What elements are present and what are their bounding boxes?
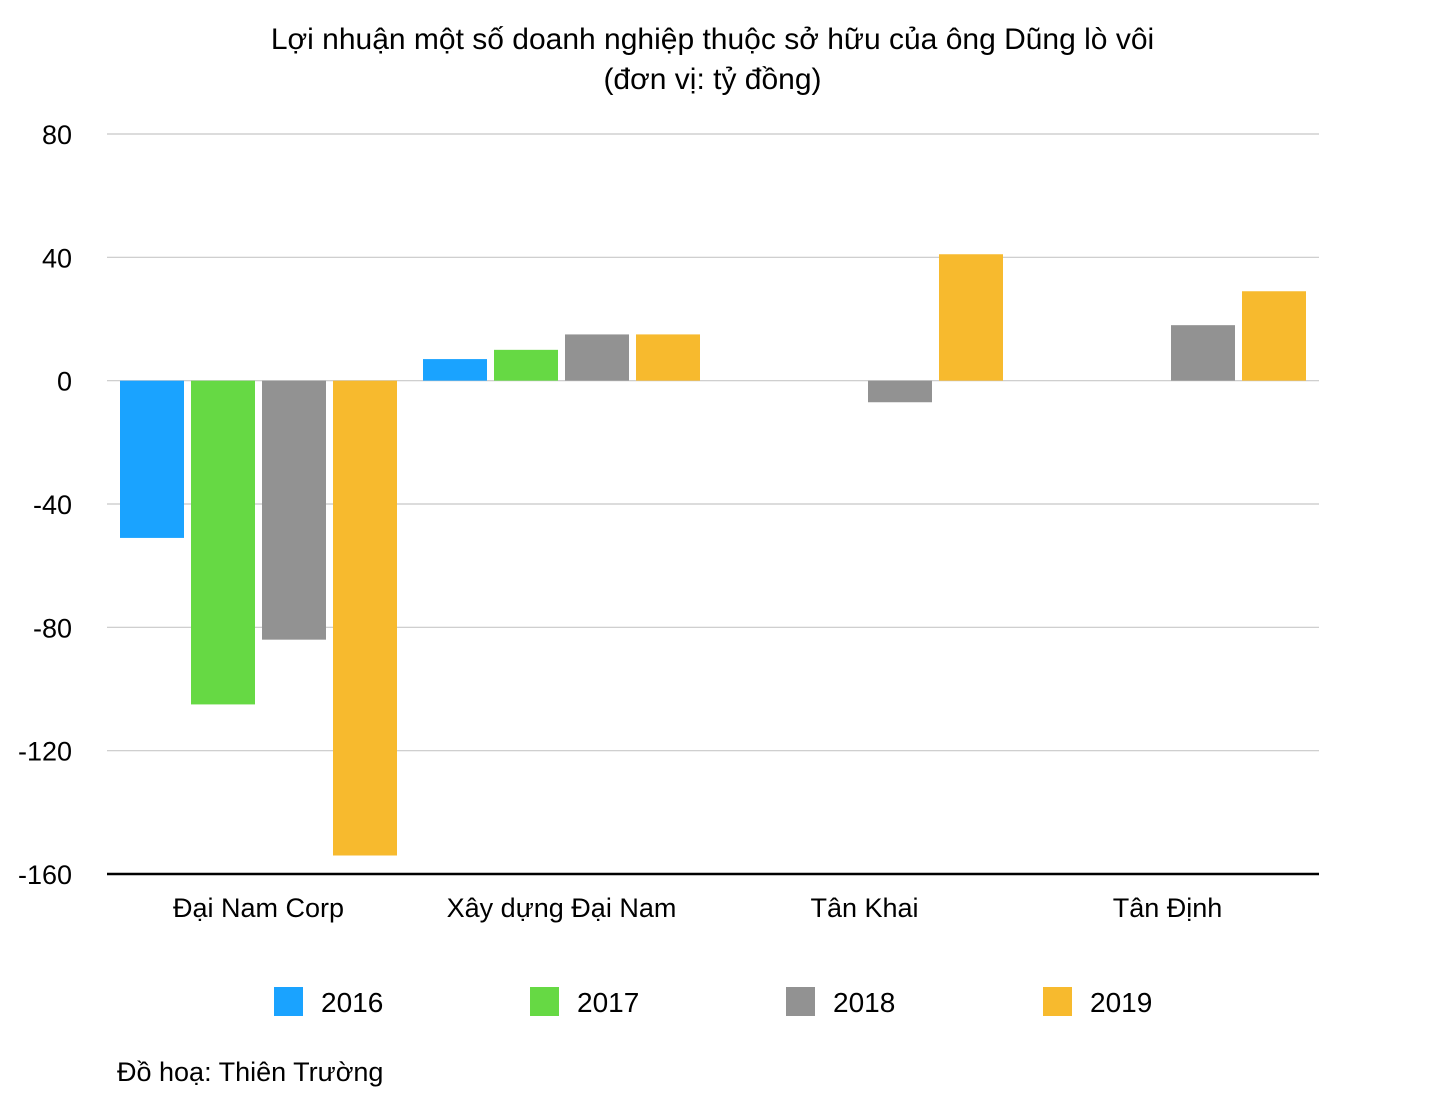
bar-2017-0 — [191, 380, 255, 705]
bar-2016-0 — [120, 380, 184, 538]
x-tick-label-1: Xây dựng Đại Nam — [447, 893, 677, 923]
bars — [120, 254, 1306, 856]
x-axis-labels: Đại Nam Corp Xây dựng Đại Nam Tân Khai Tân … — [173, 893, 1222, 923]
y-tick-label-4: -80 — [33, 613, 72, 643]
bar-2017-1 — [494, 349, 558, 381]
legend-label-2017: 2017 — [577, 987, 639, 1018]
y-tick-label-1: 40 — [42, 243, 72, 273]
bar-2019-3 — [1242, 291, 1306, 381]
bar-2018-0 — [262, 380, 326, 640]
y-tick-label-5: -120 — [18, 737, 72, 767]
y-tick-label-0: 80 — [42, 120, 72, 150]
y-axis-labels: 80 40 0 -40 -80 -120 -160 — [18, 120, 72, 890]
bar-2018-1 — [565, 334, 629, 381]
legend-label-2018: 2018 — [833, 987, 895, 1018]
legend-swatch-2016 — [274, 987, 303, 1016]
y-tick-label-2: 0 — [57, 367, 72, 397]
y-tick-label-3: -40 — [33, 490, 72, 520]
chart-subtitle: (đơn vị: tỷ đồng) — [603, 63, 822, 96]
legend-swatch-2017 — [530, 987, 559, 1016]
legend-swatch-2019 — [1043, 987, 1072, 1016]
chart-title: Lợi nhuận một số doanh nghiệp thuộc sở h… — [270, 23, 1155, 56]
legend: 2016 2017 2018 2019 — [274, 987, 1152, 1018]
x-tick-label-3: Tân Định — [1113, 893, 1223, 923]
x-tick-label-2: Tân Khai — [810, 893, 918, 923]
bar-2019-0 — [333, 380, 397, 856]
bar-2018-2 — [868, 380, 932, 403]
bar-2019-2 — [939, 254, 1003, 381]
legend-label-2016: 2016 — [321, 987, 383, 1018]
credit-text: Đồ hoạ: Thiên Trường — [117, 1057, 384, 1087]
x-tick-label-0: Đại Nam Corp — [173, 893, 344, 923]
bar-2019-1 — [636, 334, 700, 381]
legend-label-2019: 2019 — [1090, 987, 1152, 1018]
y-tick-label-6: -160 — [18, 860, 72, 890]
bar-2018-3 — [1171, 325, 1235, 381]
legend-swatch-2018 — [786, 987, 815, 1016]
bar-2016-1 — [423, 359, 487, 381]
